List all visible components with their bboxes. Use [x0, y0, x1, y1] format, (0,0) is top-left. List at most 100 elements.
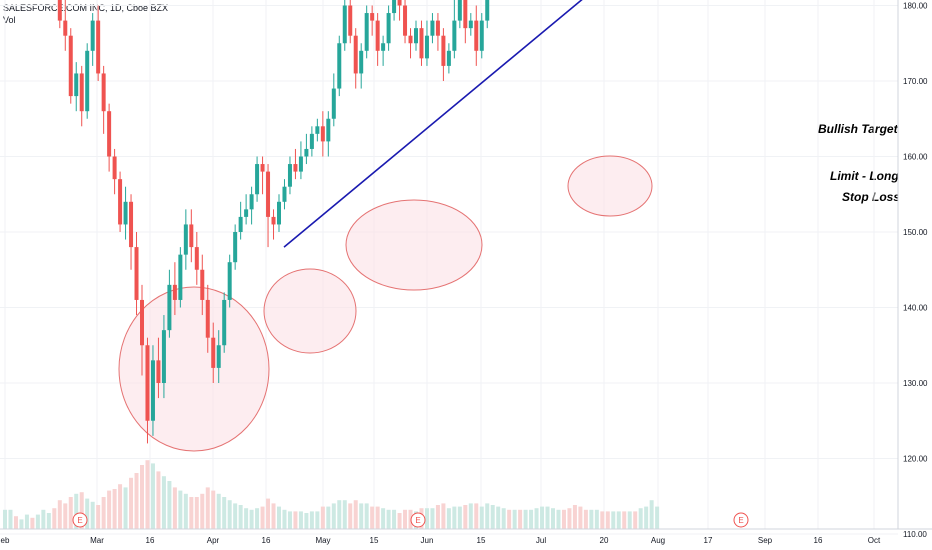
candle: [107, 111, 112, 157]
volume-bar: [370, 506, 375, 529]
trendline: [283, 0, 583, 248]
candle: [403, 5, 408, 36]
volume-bar: [441, 503, 446, 529]
volume-bar: [129, 477, 134, 529]
candle: [446, 50, 451, 66]
volume-bar: [496, 506, 501, 529]
volume-bar: [649, 500, 654, 529]
candle: [452, 20, 457, 51]
volume-bar: [205, 487, 210, 529]
volume-bar: [63, 503, 68, 529]
volume-bar: [452, 506, 457, 529]
volume-bar: [172, 487, 177, 529]
volume-bar: [24, 514, 29, 529]
candle: [249, 194, 254, 210]
volume-bar: [211, 490, 216, 529]
candle: [463, 0, 468, 29]
x-tick-label: 16: [814, 536, 823, 545]
candle: [74, 73, 79, 97]
candle: [183, 224, 188, 255]
candle: [408, 35, 413, 44]
volume-bar: [485, 503, 490, 529]
earnings-marker: [733, 512, 749, 528]
volume-bar: [331, 503, 336, 529]
volume-bar: [183, 493, 188, 529]
volume-bar: [424, 508, 429, 529]
candle: [205, 299, 210, 338]
volume-bar: [633, 511, 638, 529]
candle: [161, 330, 166, 383]
volume-bar: [298, 511, 303, 529]
annotation-stop-loss: Stop Loss: [842, 190, 901, 204]
volume-bar: [145, 460, 150, 529]
candle: [337, 43, 342, 89]
volume-bar: [348, 503, 353, 529]
volume-bar: [222, 497, 227, 529]
volume-bar: [359, 503, 364, 529]
volume-bar: [589, 509, 594, 529]
candle: [101, 73, 106, 112]
highlight-ellipse: [345, 199, 483, 291]
candle: [370, 13, 375, 21]
volume-bar: [501, 508, 506, 529]
symbol-title: SALESFORCE.COM INC, 1D, Cboe BZX: [3, 3, 169, 13]
earnings-marker-label: E: [77, 516, 82, 525]
volume-bar: [529, 509, 534, 529]
volume-bar: [134, 473, 139, 529]
volume-bar: [57, 500, 62, 529]
volume-bar: [381, 508, 386, 529]
x-tick-label: 16: [146, 536, 155, 545]
candle: [96, 20, 101, 74]
candle: [309, 133, 314, 149]
volume-bar: [19, 519, 24, 529]
candle: [129, 201, 134, 248]
volume-bar: [315, 511, 320, 529]
candle: [233, 232, 238, 263]
candles: [57, 0, 490, 444]
volume-bar: [112, 489, 117, 529]
candle: [359, 50, 364, 74]
candle: [118, 179, 123, 225]
volume-bar: [397, 513, 402, 529]
volume-bar: [545, 506, 550, 529]
candle: [315, 126, 320, 134]
volume-bar: [277, 506, 281, 529]
x-tick-label: 16: [262, 536, 271, 545]
candle: [244, 209, 249, 217]
candle: [392, 0, 397, 14]
candle: [457, 0, 462, 21]
volume-bar: [342, 500, 347, 529]
candle: [150, 360, 155, 421]
volume-bar: [386, 509, 391, 529]
candle: [304, 148, 309, 157]
volume-bar: [30, 517, 35, 529]
volume-bar: [611, 511, 616, 529]
candle: [90, 20, 95, 51]
candle: [397, 0, 402, 6]
x-tick-label: eb: [1, 536, 10, 545]
volume-bar: [457, 506, 462, 529]
volume-bar: [107, 490, 112, 529]
candle: [342, 5, 347, 44]
volume-bar: [600, 511, 605, 529]
candle: [255, 164, 260, 195]
volume-bar: [118, 484, 123, 529]
volume-bar: [156, 471, 161, 529]
highlight-ellipse: [118, 286, 270, 452]
volume-bar: [490, 505, 495, 529]
volume-bar: [85, 498, 90, 529]
volume-bar: [605, 511, 610, 529]
candle: [287, 164, 292, 187]
candle: [375, 20, 380, 51]
volume-bar: [304, 513, 309, 529]
volume-bar: [216, 493, 221, 529]
y-tick-label: 180.00: [903, 2, 928, 11]
volume-bar: [3, 509, 7, 529]
candle: [222, 299, 227, 346]
volume-bar: [403, 509, 408, 529]
candle: [424, 35, 429, 59]
x-tick-label: May: [315, 536, 330, 545]
candle: [298, 156, 303, 172]
